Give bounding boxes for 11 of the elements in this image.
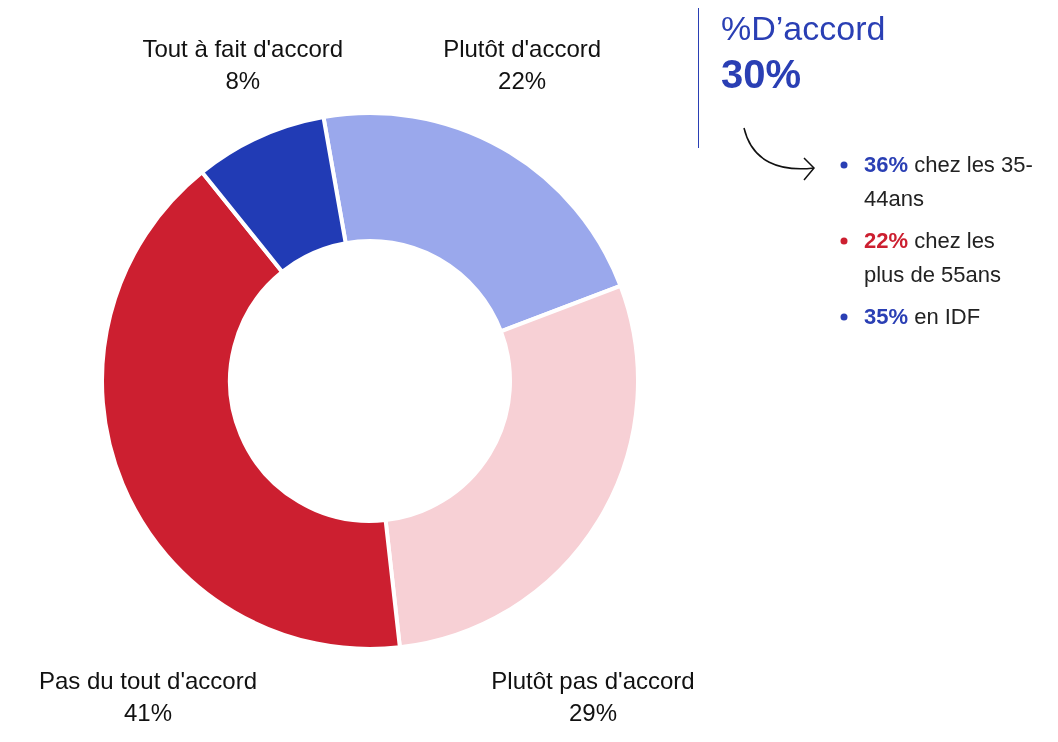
slice-label: Plutôt d'accord — [443, 35, 602, 62]
text: %D’accord — [721, 8, 887, 48]
data-label: 29% — [568, 699, 618, 726]
data-label: 41% — [123, 699, 173, 726]
slice-label: Pas du tout d'accord — [38, 667, 258, 694]
text: 35% en IDF — [864, 304, 981, 329]
slice-label: Plutôt pas d'accord — [491, 667, 695, 694]
data-label: 8% — [225, 67, 261, 94]
slice-label: Tout à fait d'accord — [142, 35, 344, 62]
text: 30% — [721, 51, 803, 98]
data-label: 22% — [498, 67, 547, 94]
